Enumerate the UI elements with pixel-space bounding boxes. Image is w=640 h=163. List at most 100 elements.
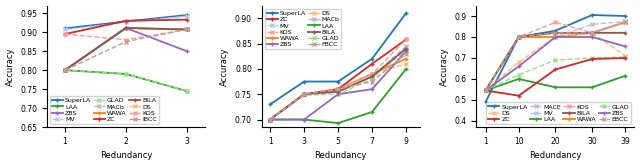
MACb <box>266 119 274 120</box>
WAWA <box>300 93 308 95</box>
Line: DS: DS <box>63 26 189 72</box>
SuperLA <box>61 27 69 29</box>
LAA <box>552 86 559 88</box>
X-axis label: Redundancy: Redundancy <box>529 151 582 160</box>
MACb <box>183 29 191 30</box>
EBCC <box>515 36 522 38</box>
MV <box>482 89 490 91</box>
LAA <box>183 90 191 92</box>
MV <box>621 20 629 22</box>
Line: EBCC: EBCC <box>483 20 627 93</box>
Line: SuperLA: SuperLA <box>268 11 408 106</box>
Line: ZBS: ZBS <box>268 49 408 122</box>
GLAD <box>368 78 376 80</box>
ZC <box>334 88 342 90</box>
Line: SuperLA: SuperLA <box>63 13 189 30</box>
KOS <box>122 39 130 41</box>
GLAD <box>122 73 130 75</box>
Line: IBCC: IBCC <box>63 27 189 72</box>
GLAD <box>334 93 342 95</box>
MV <box>515 36 522 38</box>
Y-axis label: Accuracy: Accuracy <box>6 47 15 86</box>
SuperLA <box>402 12 410 14</box>
FBCC <box>266 119 274 120</box>
ZC <box>183 19 191 21</box>
FBCC <box>368 81 376 82</box>
BILA <box>122 27 130 29</box>
Line: DS: DS <box>268 62 408 122</box>
Line: KOS: KOS <box>63 27 189 42</box>
ZC <box>552 68 559 70</box>
BILA <box>482 89 490 91</box>
Line: LAA: LAA <box>483 74 627 93</box>
IBCC <box>183 29 191 30</box>
DS <box>402 63 410 65</box>
Line: FBCC: FBCC <box>268 52 408 122</box>
LAA <box>300 119 308 120</box>
ZC <box>122 20 130 22</box>
GLAD <box>266 119 274 120</box>
BILA <box>368 75 376 77</box>
Line: ZBS: ZBS <box>63 26 189 72</box>
Line: MACb: MACb <box>63 26 189 72</box>
MACE <box>515 36 522 38</box>
ZBS <box>183 50 191 52</box>
DS <box>621 55 629 57</box>
MV <box>266 119 274 120</box>
Line: WAWA: WAWA <box>63 26 189 72</box>
Y-axis label: Accuracy: Accuracy <box>220 47 229 86</box>
GLAD <box>588 57 596 59</box>
Line: ZC: ZC <box>268 37 408 122</box>
DS <box>552 36 559 38</box>
Line: BILA: BILA <box>483 31 627 93</box>
EBCC <box>588 32 596 34</box>
FBCC <box>300 93 308 95</box>
LAA <box>122 73 130 75</box>
DS <box>588 32 596 34</box>
Legend: SuperLA, DS, ZC, MACE, MV, LAA, KOS, BILA, WAWA, GLAD, ZBS, EBCC: SuperLA, DS, ZC, MACE, MV, LAA, KOS, BIL… <box>486 102 631 124</box>
BILA <box>183 29 191 30</box>
ZBS <box>588 36 596 38</box>
Line: ZC: ZC <box>483 56 627 98</box>
ZC <box>621 57 629 59</box>
KOS <box>552 21 559 23</box>
MV <box>334 91 342 93</box>
MV <box>61 29 69 30</box>
Line: SuperLA: SuperLA <box>483 13 627 104</box>
WAWA <box>61 69 69 71</box>
Line: MACE: MACE <box>483 20 627 93</box>
Line: ZBS: ZBS <box>483 35 627 93</box>
Line: MV: MV <box>483 19 627 93</box>
Line: BILA: BILA <box>63 26 189 72</box>
Legend: SuperLA, ZC, MV, KOS, WAWA, ZBS, DS, MACb, LAA, BILA, GLAD, FBCC: SuperLA, ZC, MV, KOS, WAWA, ZBS, DS, MAC… <box>265 9 341 49</box>
WAWA <box>122 27 130 29</box>
BILA <box>61 69 69 71</box>
Line: MACb: MACb <box>268 44 408 122</box>
SuperLA <box>334 81 342 82</box>
FBCC <box>402 53 410 55</box>
BILA <box>515 36 522 38</box>
LAA <box>266 119 274 120</box>
MV <box>368 75 376 77</box>
BILA <box>266 119 274 120</box>
LAA <box>621 75 629 77</box>
GLAD <box>402 46 410 48</box>
MV <box>122 21 130 23</box>
ZC <box>402 38 410 40</box>
KOS <box>621 20 629 22</box>
GLAD <box>300 94 308 96</box>
Line: LAA: LAA <box>268 67 408 125</box>
WAWA <box>183 29 191 30</box>
DS <box>183 29 191 30</box>
DS <box>61 69 69 71</box>
LAA <box>588 86 596 88</box>
Line: ZC: ZC <box>63 18 189 36</box>
EBCC <box>552 32 559 34</box>
MV <box>300 93 308 95</box>
Y-axis label: Accuracy: Accuracy <box>440 47 449 86</box>
SuperLA <box>183 14 191 16</box>
ZBS <box>621 45 629 47</box>
GLAD <box>482 89 490 91</box>
WAWA <box>588 32 596 34</box>
BILA <box>402 48 410 50</box>
